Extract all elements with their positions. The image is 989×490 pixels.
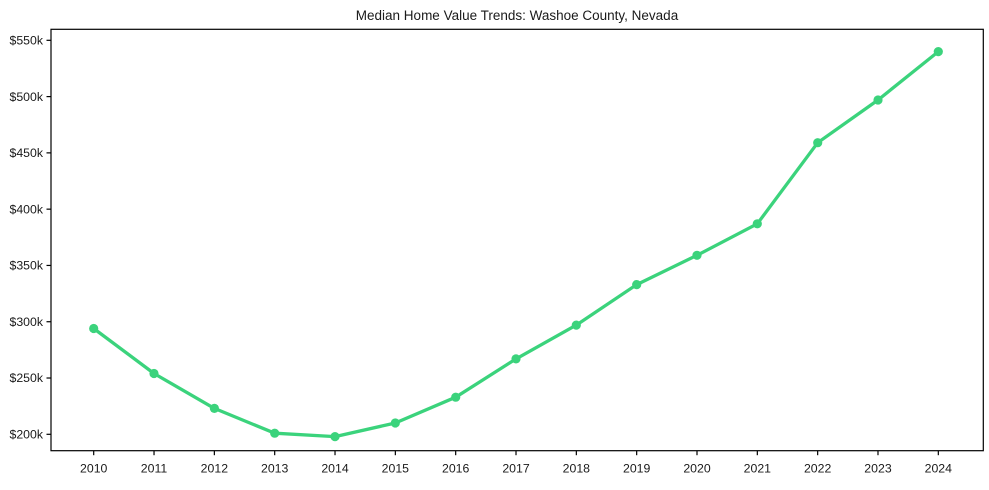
x-tick-label: 2019 [623,462,651,476]
x-tick-label: 2020 [683,462,711,476]
y-tick-label: $550k [9,34,43,48]
x-tick-label: 2013 [261,462,289,476]
plot-border [50,28,984,452]
x-tick-label: 2023 [864,462,892,476]
series-line [92,49,940,439]
data-point-marker [511,354,521,364]
y-tick-label: $200k [9,428,43,442]
data-point-marker [390,418,400,428]
x-tick-label: 2014 [321,462,349,476]
data-point-marker [270,428,280,438]
y-tick-label: $250k [9,371,43,385]
x-tick-label: 2012 [201,462,229,476]
x-tick-label: 2021 [744,462,772,476]
y-tick-label: $450k [9,146,43,160]
x-tick-label: 2018 [563,462,591,476]
data-point-marker [632,280,642,290]
axes-layer: $200k $250k $300k $350k $400k $450k $500k $550k… [9,34,952,476]
series-layer [89,47,943,442]
x-tick-label: 2011 [141,462,168,476]
x-tick-label: 2017 [502,462,530,476]
data-point-marker [451,392,461,402]
y-tick-label: $300k [9,315,43,329]
data-point-marker [571,320,581,330]
x-tick-label: 2024 [925,462,953,476]
x-tick-label: 2010 [80,462,108,476]
y-tick-label: $400k [9,202,43,216]
data-point-marker [209,403,219,413]
data-point-marker [692,250,702,260]
data-point-marker [813,138,823,148]
data-point-marker [933,47,943,57]
data-point-marker [752,219,762,229]
chart-title: Median Home Value Trends: Washoe County,… [356,8,679,23]
x-tick-label: 2016 [442,462,470,476]
x-tick-label: 2022 [804,462,832,476]
data-point-marker [873,95,883,105]
data-point-marker [330,432,340,442]
y-tick-label: $500k [9,90,43,104]
x-tick-label: 2015 [382,462,410,476]
data-point-marker [149,368,159,379]
data-point-marker [89,323,99,334]
y-tick-label: $350k [9,259,43,273]
